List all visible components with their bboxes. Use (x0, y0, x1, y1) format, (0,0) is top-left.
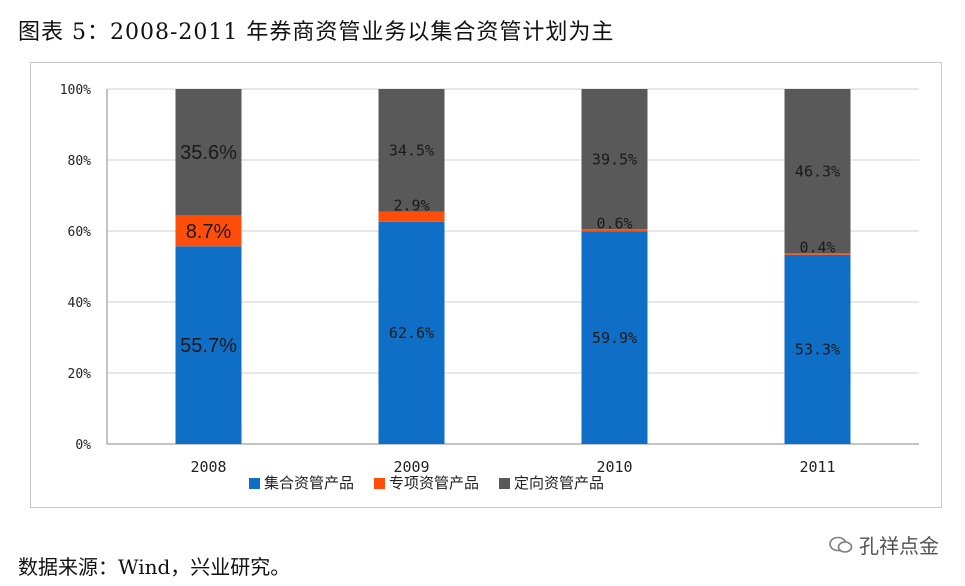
data-label: 8.7% (186, 221, 232, 243)
y-tick-label: 20% (68, 367, 92, 382)
bar-segment (175, 89, 242, 216)
watermark-text: 孔祥点金 (859, 534, 939, 558)
bar-segment (175, 215, 242, 247)
source-note: 数据来源：Wind，兴业研究。 (18, 555, 291, 579)
y-tick-label: 60% (68, 225, 92, 240)
legend-label: 集合资管产品 (264, 474, 354, 492)
chart-area: 0% 20% 40% 60% 80% 100% 55.7% 8.7% 35.6% 62.6% 2.9… (30, 62, 942, 508)
watermark: 孔祥点金 (829, 530, 939, 559)
x-tick-label: 2010 (596, 458, 632, 476)
bar-segment (175, 246, 242, 444)
data-label: 35.6% (180, 142, 237, 164)
data-label: 55.7% (180, 335, 237, 357)
data-label: 39.5% (592, 150, 637, 168)
legend-swatch (499, 478, 510, 489)
bar-segment (784, 89, 851, 254)
y-tick-label: 0% (75, 438, 91, 453)
bar-segment (378, 89, 445, 212)
legend-swatch (374, 478, 385, 489)
y-tick-label: 80% (68, 154, 92, 169)
bar-segment (784, 254, 851, 444)
data-label: 46.3% (795, 162, 840, 180)
stacked-bar-chart: 0% 20% 40% 60% 80% 100% 55.7% 8.7% 35.6% 62.6% 2.9… (60, 83, 919, 492)
data-label: 34.5% (389, 141, 434, 159)
data-label: 59.9% (592, 329, 637, 347)
legend-swatch (249, 478, 260, 489)
data-label: 0.4% (799, 239, 835, 257)
figure-title: 图表 5：2008-2011 年券商资管业务以集合资管计划为主 (18, 20, 615, 45)
bar-segment (581, 89, 648, 230)
legend-label: 定向资管产品 (514, 474, 604, 492)
bar-segment (378, 211, 445, 222)
bar-segment (581, 231, 648, 444)
x-tick-label: 2009 (393, 458, 429, 476)
bar-segment (378, 221, 445, 444)
y-tick-label: 40% (68, 296, 92, 311)
data-label: 62.6% (389, 324, 434, 342)
legend-label: 专项资管产品 (389, 474, 479, 492)
bar-segment (784, 253, 851, 255)
data-label: 0.6% (596, 214, 632, 232)
x-tick-label: 2011 (799, 458, 835, 476)
data-label: 53.3% (795, 341, 840, 359)
wechat-icon (829, 536, 853, 553)
x-tick-label: 2008 (190, 458, 226, 476)
bar-segment (581, 229, 648, 232)
data-label: 2.9% (393, 197, 429, 215)
y-tick-label: 100% (60, 83, 91, 98)
